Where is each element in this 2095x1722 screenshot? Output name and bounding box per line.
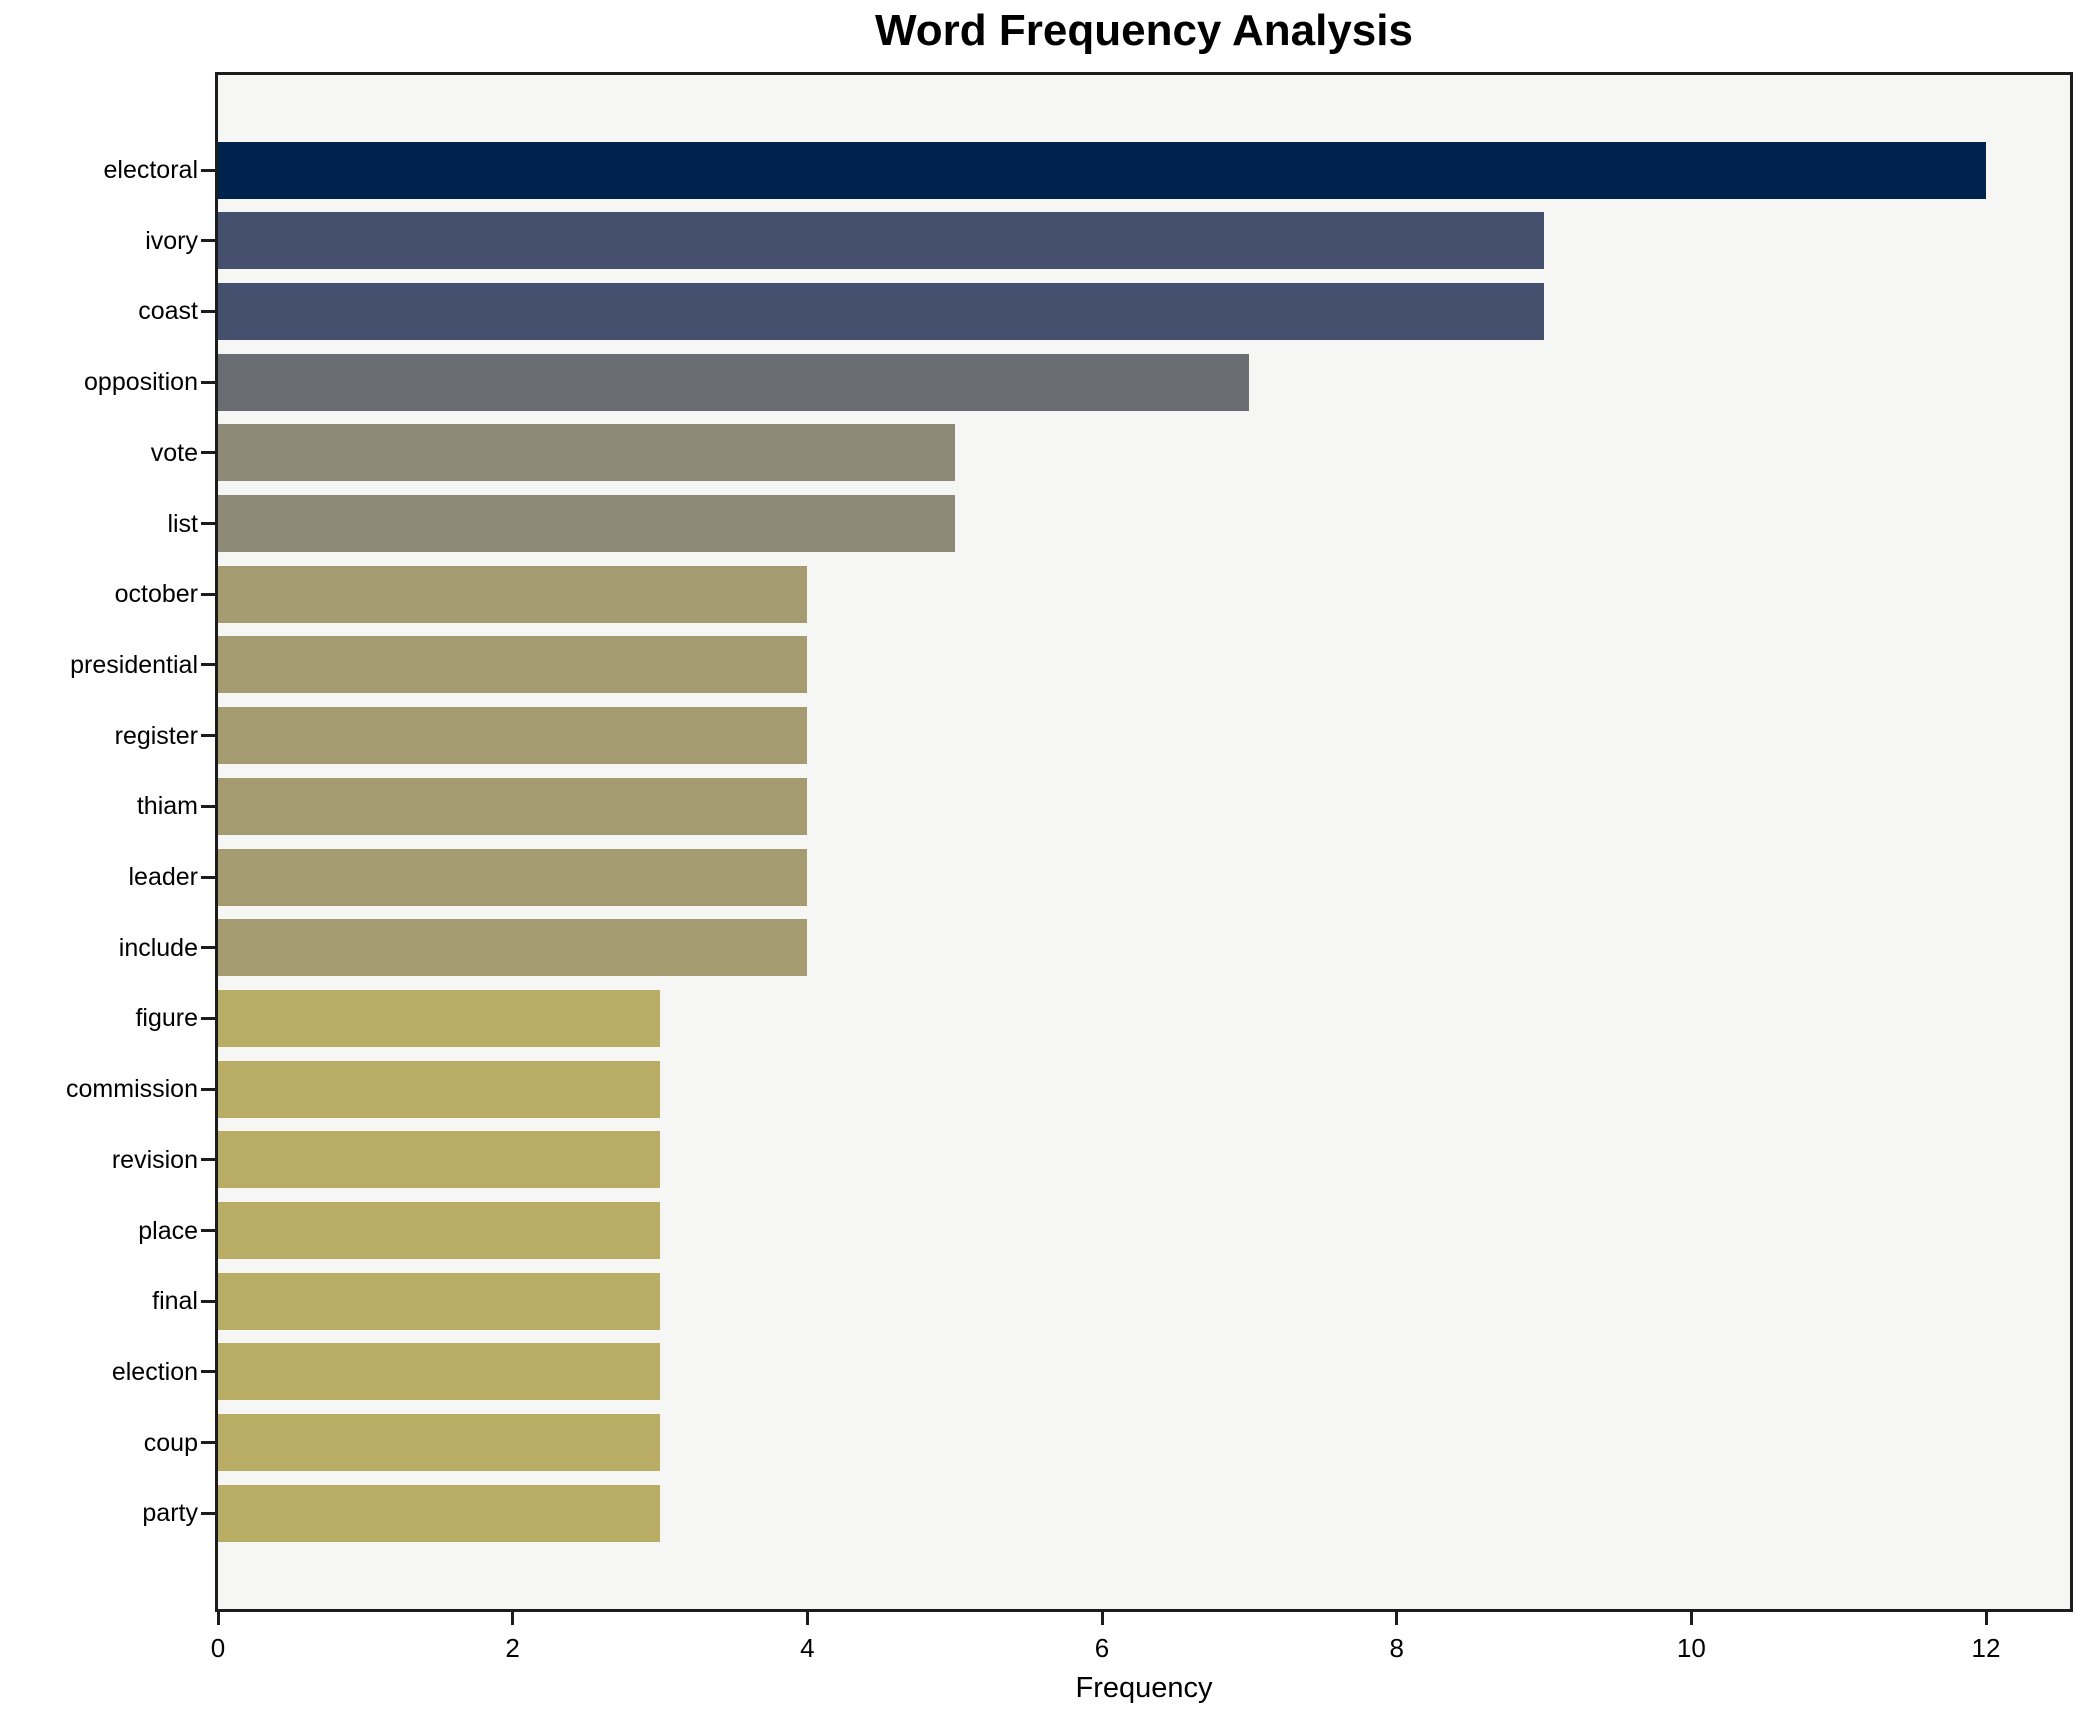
y-tick (201, 1511, 215, 1515)
bar-electoral (218, 141, 1987, 199)
y-tick (201, 380, 215, 384)
y-tick (201, 875, 215, 879)
y-tick (201, 168, 215, 172)
y-tick (201, 734, 215, 738)
bar-thiam (218, 777, 808, 835)
bar-final (218, 1272, 660, 1330)
y-axis-label: commission (66, 1075, 198, 1104)
bar-list (218, 495, 955, 552)
y-tick (201, 1441, 215, 1445)
x-tick-label: 6 (1094, 1633, 1110, 1663)
y-axis-label: include (118, 933, 198, 962)
x-tick (1100, 1612, 1104, 1625)
x-tick (511, 1612, 515, 1625)
x-tick-label: 12 (1971, 1633, 2001, 1663)
y-axis-label: leader (128, 863, 199, 891)
y-axis-label: revision (111, 1145, 198, 1174)
chart-title: Word Frequency Analysis (875, 6, 1413, 55)
y-axis-label: thiam (136, 792, 198, 821)
y-axis-label: coast (138, 297, 198, 326)
bar-commission (218, 1060, 660, 1118)
y-axis-label: final (152, 1287, 198, 1316)
y-tick (201, 1087, 215, 1091)
y-tick (201, 239, 215, 243)
x-tick-label: 2 (505, 1633, 520, 1663)
y-tick (201, 522, 215, 525)
bar-place (218, 1202, 660, 1259)
x-tick (1395, 1612, 1399, 1625)
x-tick-label: 8 (1389, 1633, 1404, 1663)
x-axis-title: Frequency (1075, 1672, 1213, 1704)
bar-leader (218, 848, 808, 906)
bar-include (218, 919, 808, 977)
y-axis-label: electoral (103, 156, 199, 184)
bar-presidential (218, 636, 808, 694)
x-tick-label: 0 (210, 1633, 226, 1663)
y-axis-label: register (114, 721, 198, 750)
y-axis-label: opposition (84, 368, 198, 397)
y-tick (201, 1016, 215, 1020)
x-tick (216, 1612, 220, 1625)
y-tick (201, 946, 215, 950)
bar-coast (218, 282, 1544, 340)
bar-vote (218, 424, 955, 482)
y-axis-label: election (111, 1357, 198, 1386)
bar-election (218, 1343, 660, 1401)
bar-coup (218, 1414, 660, 1472)
y-tick (201, 1299, 215, 1303)
y-axis-label: ivory (145, 226, 198, 255)
plot-area (215, 72, 2073, 1612)
y-axis-label: october (114, 580, 198, 609)
y-tick (201, 309, 215, 313)
bar-revision (218, 1131, 660, 1189)
y-tick (201, 451, 215, 455)
bar-figure (218, 989, 660, 1047)
y-axis-label: place (138, 1216, 198, 1245)
x-tick (805, 1612, 809, 1625)
y-tick (201, 1370, 215, 1374)
y-axis-label: vote (150, 438, 198, 467)
bar-opposition (218, 353, 1250, 411)
y-axis-label: coup (143, 1428, 198, 1457)
y-tick (201, 1229, 215, 1232)
y-axis-label: figure (135, 1004, 198, 1033)
bar-register (218, 707, 808, 765)
y-axis-label: presidential (70, 650, 198, 679)
y-tick (201, 663, 215, 667)
y-tick (201, 592, 215, 596)
bar-october (218, 565, 808, 623)
bar-party (218, 1484, 660, 1542)
bar-ivory (218, 212, 1544, 270)
y-axis-label: list (167, 509, 198, 538)
x-tick-label: 4 (800, 1633, 815, 1663)
x-tick (1689, 1612, 1693, 1625)
y-axis-label: party (142, 1499, 198, 1528)
y-tick (201, 804, 215, 808)
y-tick (201, 1158, 215, 1162)
x-tick (1984, 1612, 1988, 1625)
x-tick-label: 10 (1676, 1633, 1706, 1663)
